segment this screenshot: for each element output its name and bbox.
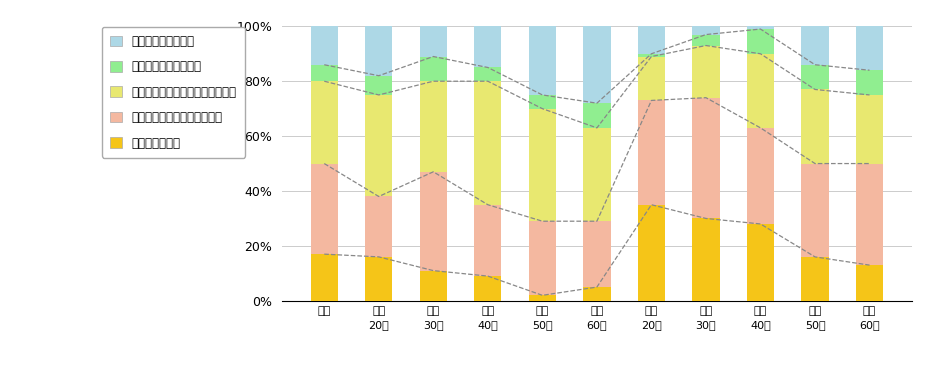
Bar [747,29,775,54]
Bar [802,164,829,257]
Bar [747,224,775,301]
Bar [419,172,446,271]
Bar [747,54,775,128]
Bar [474,68,501,81]
Bar [802,257,829,301]
Bar [419,26,446,56]
Bar [693,26,720,35]
Bar [583,221,611,287]
Bar [638,100,666,205]
Bar [583,26,611,103]
Bar [528,109,556,221]
Bar [583,287,611,301]
Bar [419,56,446,81]
Bar [583,128,611,221]
Bar [365,76,392,95]
Bar [419,271,446,301]
Bar [747,128,775,224]
Bar [310,26,337,65]
Bar [856,164,884,265]
Bar [528,221,556,295]
Bar [693,218,720,301]
Bar [638,56,666,100]
Bar [638,54,666,56]
Bar [528,95,556,109]
Bar [802,65,829,89]
Bar [802,89,829,164]
Bar [856,70,884,95]
Bar [310,81,337,164]
Bar [856,26,884,70]
Bar [365,197,392,257]
Bar [474,26,501,68]
Bar [310,254,337,301]
Bar [638,26,666,54]
Bar [419,81,446,172]
Legend: 全く利用したくない, あまり利用したくない, どちらともいえない・わからない, どちらかといえば利用したい, ぜひ利用したい: 全く利用したくない, あまり利用したくない, どちらともいえない・わからない, … [102,27,245,158]
Bar [474,81,501,205]
Bar [856,265,884,301]
Bar [365,257,392,301]
Bar [693,98,720,218]
Bar [310,65,337,81]
Bar [365,26,392,76]
Bar [802,26,829,65]
Bar [638,205,666,301]
Bar [528,26,556,95]
Bar [310,164,337,254]
Bar [856,95,884,164]
Bar [365,95,392,197]
Bar [474,276,501,301]
Bar [528,295,556,301]
Bar [693,45,720,98]
Bar [474,205,501,276]
Bar [583,103,611,128]
Bar [747,26,775,29]
Bar [693,35,720,45]
